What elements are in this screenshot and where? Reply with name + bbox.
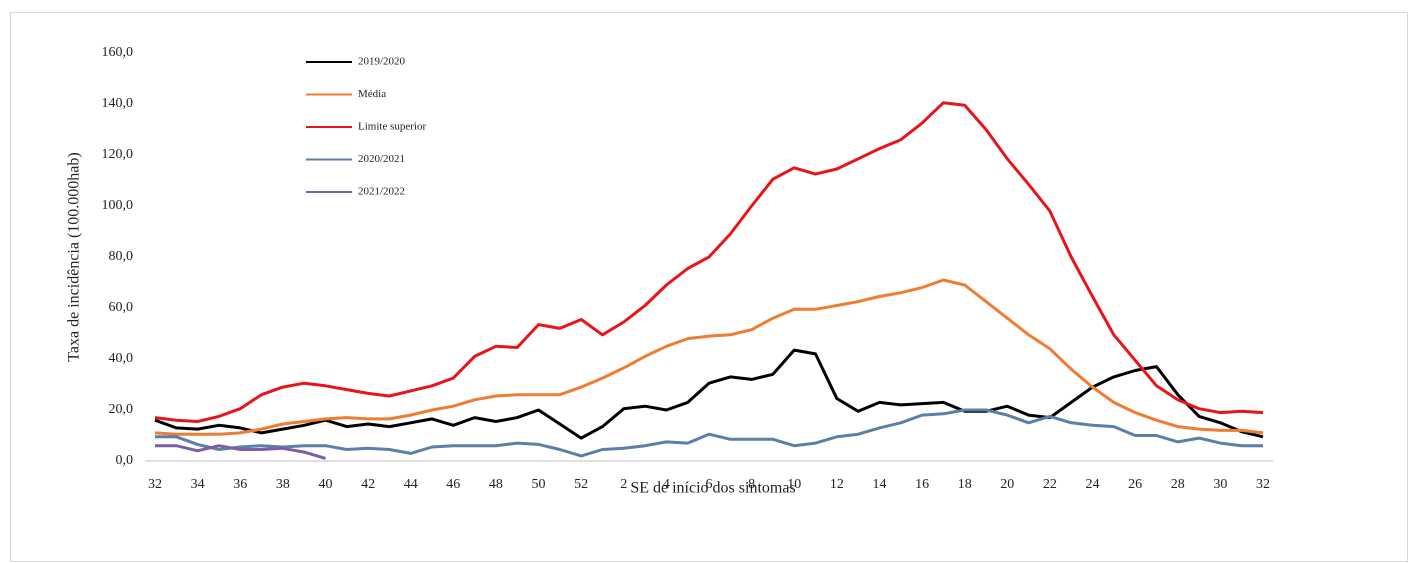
x-tick-label: 22 — [1043, 477, 1057, 492]
series-line — [154, 101, 1264, 423]
x-tick-label: 6 — [706, 477, 713, 492]
y-tick-label: 60,0 — [109, 300, 134, 315]
x-tick-label: 12 — [830, 477, 844, 492]
x-tick-label: 52 — [574, 477, 588, 492]
series-line — [155, 408, 1263, 458]
y-tick-label: 20,0 — [109, 402, 134, 417]
x-tick-label: 14 — [872, 477, 886, 492]
x-tick-label: 30 — [1213, 477, 1227, 492]
x-tick-label: 32 — [148, 477, 162, 492]
series-line — [154, 348, 1264, 440]
x-tick-label: 4 — [663, 477, 670, 492]
y-tick-label: 100,0 — [102, 198, 134, 213]
legend-label: 2021/2022 — [358, 186, 405, 198]
x-tick-label: 2 — [620, 477, 627, 492]
x-tick-label: 34 — [191, 477, 205, 492]
x-tick-label: 8 — [748, 477, 755, 492]
legend-label: Média — [358, 88, 386, 100]
x-tick-label: 42 — [361, 477, 375, 492]
x-tick-label: 46 — [446, 477, 460, 492]
y-tick-label: 80,0 — [109, 249, 134, 264]
y-tick-label: 40,0 — [109, 351, 134, 366]
series-line — [155, 444, 326, 460]
x-tick-label: 20 — [1000, 477, 1014, 492]
x-tick-label: 18 — [958, 477, 972, 492]
x-tick-label: 50 — [532, 477, 546, 492]
y-tick-label: 140,0 — [102, 96, 134, 111]
y-tick-label: 160,0 — [102, 45, 134, 60]
x-tick-label: 44 — [404, 477, 418, 492]
x-tick-label: 26 — [1128, 477, 1142, 492]
x-tick-label: 24 — [1086, 477, 1100, 492]
x-tick-label: 36 — [233, 477, 247, 492]
legend-label: 2019/2020 — [358, 56, 406, 68]
legend-label: 2020/2021 — [358, 153, 405, 165]
x-tick-label: 40 — [318, 477, 332, 492]
legend-label: Limite superior — [358, 121, 426, 133]
chart-border — [10, 12, 1408, 562]
y-tick-label: 120,0 — [102, 147, 134, 162]
x-tick-label: 10 — [787, 477, 801, 492]
x-tick-label: 32 — [1256, 477, 1270, 492]
x-tick-label: 38 — [276, 477, 290, 492]
x-tick-label: 16 — [915, 477, 929, 492]
y-axis-label: Taxa de incidência (100.000hab) — [66, 152, 83, 361]
x-tick-label: 48 — [489, 477, 503, 492]
x-axis-label: SE de início dos sintomas — [630, 480, 795, 497]
y-tick-label: 0,0 — [116, 453, 134, 468]
series-line — [154, 278, 1264, 436]
x-tick-label: 28 — [1171, 477, 1185, 492]
